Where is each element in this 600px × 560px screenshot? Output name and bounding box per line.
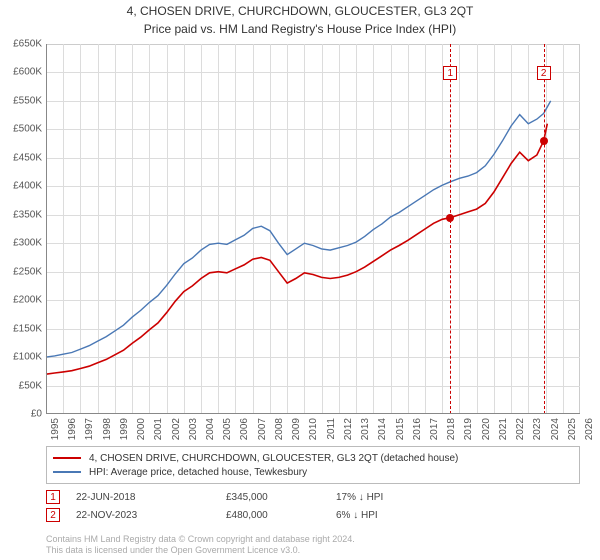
x-tick-label: 2019 bbox=[463, 418, 474, 440]
x-tick-label: 2018 bbox=[446, 418, 457, 440]
y-tick-label: £600K bbox=[13, 67, 42, 78]
y-tick-label: £400K bbox=[13, 181, 42, 192]
x-tick-label: 2010 bbox=[308, 418, 319, 440]
y-tick-label: £250K bbox=[13, 266, 42, 277]
legend-swatch-hpi bbox=[53, 471, 81, 473]
event-price-2: £480,000 bbox=[226, 510, 336, 521]
x-tick-label: 2020 bbox=[481, 418, 492, 440]
y-axis-line bbox=[46, 44, 47, 414]
x-axis-line bbox=[46, 413, 580, 414]
event-vline-2 bbox=[544, 44, 545, 414]
event-row-1: 1 22-JUN-2018 £345,000 17% ↓ HPI bbox=[46, 488, 580, 506]
y-tick-label: £450K bbox=[13, 152, 42, 163]
x-tick-label: 2022 bbox=[515, 418, 526, 440]
y-tick-label: £500K bbox=[13, 124, 42, 135]
events-table: 1 22-JUN-2018 £345,000 17% ↓ HPI 2 22-NO… bbox=[46, 488, 580, 524]
event-date-1: 22-JUN-2018 bbox=[76, 492, 226, 503]
event-delta-2: 6% ↓ HPI bbox=[336, 510, 456, 521]
x-tick-label: 2024 bbox=[550, 418, 561, 440]
event-marker-1: 1 bbox=[46, 490, 60, 504]
y-tick-label: £200K bbox=[13, 295, 42, 306]
x-tick-label: 2000 bbox=[136, 418, 147, 440]
y-tick-label: £150K bbox=[13, 323, 42, 334]
x-tick-label: 2004 bbox=[205, 418, 216, 440]
x-tick-label: 1999 bbox=[119, 418, 130, 440]
legend-item-hpi: HPI: Average price, detached house, Tewk… bbox=[53, 465, 573, 479]
y-tick-label: £0 bbox=[31, 409, 42, 420]
x-tick-label: 2003 bbox=[188, 418, 199, 440]
x-tick-label: 2021 bbox=[498, 418, 509, 440]
x-tick-label: 2017 bbox=[429, 418, 440, 440]
x-tick-label: 2015 bbox=[395, 418, 406, 440]
x-tick-label: 2001 bbox=[153, 418, 164, 440]
legend: 4, CHOSEN DRIVE, CHURCHDOWN, GLOUCESTER,… bbox=[46, 446, 580, 484]
chart-subtitle: Price paid vs. HM Land Registry's House … bbox=[0, 22, 600, 36]
x-tick-label: 2008 bbox=[274, 418, 285, 440]
event-date-2: 22-NOV-2023 bbox=[76, 510, 226, 521]
x-tick-label: 2016 bbox=[412, 418, 423, 440]
footer-line-2: This data is licensed under the Open Gov… bbox=[46, 545, 580, 556]
series-hpi bbox=[46, 101, 551, 357]
x-tick-label: 2012 bbox=[343, 418, 354, 440]
x-tick-label: 2014 bbox=[377, 418, 388, 440]
legend-label-property: 4, CHOSEN DRIVE, CHURCHDOWN, GLOUCESTER,… bbox=[89, 453, 458, 464]
x-tick-label: 1998 bbox=[102, 418, 113, 440]
legend-swatch-property bbox=[53, 457, 81, 459]
footer-line-1: Contains HM Land Registry data © Crown c… bbox=[46, 534, 580, 545]
event-marker-box-2: 2 bbox=[537, 66, 551, 80]
x-tick-label: 2007 bbox=[257, 418, 268, 440]
y-tick-label: £650K bbox=[13, 39, 42, 50]
x-tick-label: 2006 bbox=[239, 418, 250, 440]
legend-item-property: 4, CHOSEN DRIVE, CHURCHDOWN, GLOUCESTER,… bbox=[53, 451, 573, 465]
y-tick-label: £50K bbox=[19, 380, 42, 391]
x-tick-label: 2013 bbox=[360, 418, 371, 440]
x-tick-label: 1997 bbox=[84, 418, 95, 440]
chart-container: 4, CHOSEN DRIVE, CHURCHDOWN, GLOUCESTER,… bbox=[0, 0, 600, 560]
event-delta-1: 17% ↓ HPI bbox=[336, 492, 456, 503]
footer: Contains HM Land Registry data © Crown c… bbox=[46, 534, 580, 557]
line-series-svg bbox=[46, 44, 580, 414]
event-price-1: £345,000 bbox=[226, 492, 336, 503]
chart-title: 4, CHOSEN DRIVE, CHURCHDOWN, GLOUCESTER,… bbox=[0, 4, 600, 18]
plot-area: 12 bbox=[46, 44, 580, 414]
y-tick-label: £100K bbox=[13, 352, 42, 363]
event-point-1 bbox=[446, 214, 454, 222]
x-tick-label: 2011 bbox=[326, 418, 337, 440]
legend-label-hpi: HPI: Average price, detached house, Tewk… bbox=[89, 467, 307, 478]
x-tick-label: 2026 bbox=[584, 418, 595, 440]
y-tick-label: £350K bbox=[13, 209, 42, 220]
x-tick-label: 2002 bbox=[171, 418, 182, 440]
event-vline-1 bbox=[450, 44, 451, 414]
y-tick-label: £300K bbox=[13, 238, 42, 249]
x-tick-label: 1996 bbox=[67, 418, 78, 440]
x-tick-label: 2009 bbox=[291, 418, 302, 440]
x-tick-label: 1995 bbox=[50, 418, 61, 440]
x-tick-label: 2025 bbox=[567, 418, 578, 440]
event-row-2: 2 22-NOV-2023 £480,000 6% ↓ HPI bbox=[46, 506, 580, 524]
event-point-2 bbox=[540, 137, 548, 145]
event-marker-2: 2 bbox=[46, 508, 60, 522]
x-tick-label: 2023 bbox=[532, 418, 543, 440]
y-tick-label: £550K bbox=[13, 95, 42, 106]
x-tick-label: 2005 bbox=[222, 418, 233, 440]
event-marker-box-1: 1 bbox=[443, 66, 457, 80]
